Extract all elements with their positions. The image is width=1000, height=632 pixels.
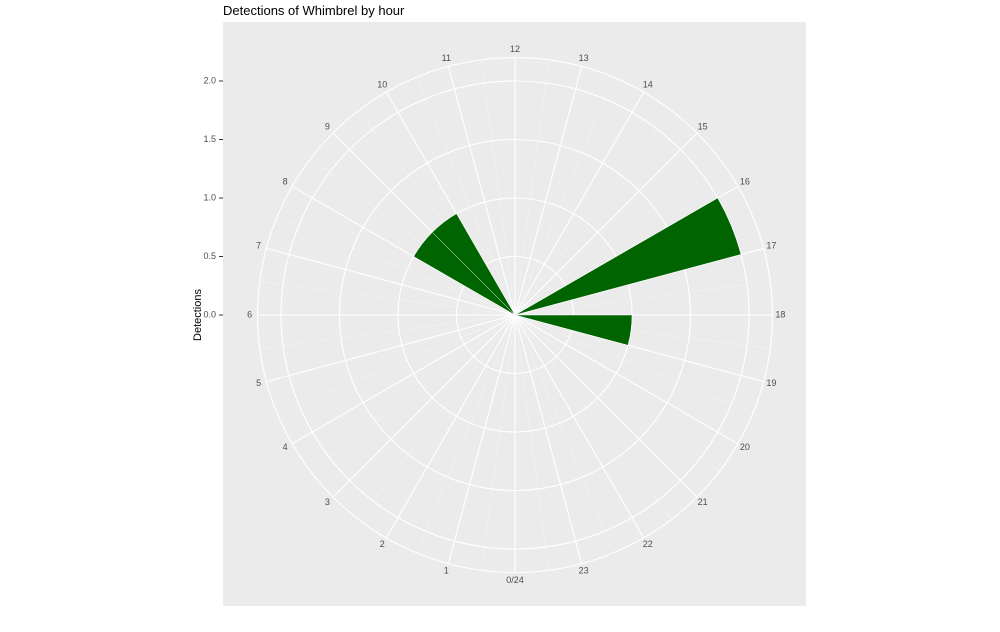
minor-grid-line [481,59,516,316]
grid-spoke [332,314,516,498]
x-tick-label: 19 [766,378,776,388]
x-tick-label: 4 [283,442,288,452]
minor-grid-line [514,281,771,316]
x-tick-label: 15 [698,122,708,132]
y-tick-label: 1.5 [203,134,216,144]
minor-grid-line [259,314,516,349]
grid-spoke [291,314,516,445]
x-tick-label: 21 [698,497,708,507]
grid-spoke [447,66,516,316]
y-tick-label: 0.5 [203,251,216,261]
x-tick-label: 22 [643,539,653,549]
minor-grid-line [514,314,753,414]
grid-spoke [514,66,583,316]
grid-spoke [514,91,645,316]
x-tick-label: 17 [766,241,776,251]
grid-spoke [514,314,698,498]
bar [514,197,742,316]
y-tick-label: 2.0 [203,75,216,85]
x-tick-label: 14 [643,80,653,90]
minor-grid-line [514,314,720,472]
x-tick-label: 1 [444,566,449,576]
grid-spoke [514,314,645,539]
grid-spoke [447,314,516,564]
minor-grid-line [259,281,516,316]
y-tick-label: 0.0 [203,309,216,319]
x-tick-label: 11 [442,53,451,63]
x-tick-label: 10 [377,80,387,90]
x-tick-label: 2 [380,539,385,549]
minor-grid-line [416,77,516,316]
minor-grid-line [514,59,549,316]
minor-grid-line [514,314,549,571]
grid-spoke [266,247,516,316]
x-tick-label: 12 [510,44,520,54]
grid-spoke [385,314,516,539]
grid-spoke [266,314,516,383]
minor-grid-line [310,314,516,472]
x-tick-label: 18 [775,309,785,319]
minor-grid-line [277,216,516,316]
y-tick-label: 1.0 [203,192,216,202]
grid-spoke [514,314,739,445]
x-tick-label: 3 [325,497,330,507]
minor-grid-line [416,314,516,553]
y-axis-title: Detections [192,289,204,341]
x-tick-label: 20 [740,442,750,452]
x-tick-label: 8 [283,177,288,187]
x-tick-label: 23 [579,566,589,576]
x-tick-label: 16 [740,177,750,187]
minor-grid-line [514,158,720,316]
minor-grid-line [514,77,614,316]
x-tick-label: 9 [325,122,330,132]
grid-spoke [514,314,583,564]
minor-grid-line [358,314,516,520]
grid-spoke [514,132,698,316]
minor-grid-line [514,110,672,316]
minor-grid-line [481,314,516,571]
x-tick-label: 13 [579,53,589,63]
bar [431,213,516,316]
x-tick-label: 5 [256,378,261,388]
x-tick-label: 6 [247,309,252,319]
minor-grid-line [277,314,516,414]
chart-title: Detections of Whimbrel by hour [223,3,405,18]
minor-grid-line [514,314,614,553]
bar [514,314,633,346]
x-tick-label: 0/24 [506,575,524,585]
x-tick-label: 7 [256,241,261,251]
minor-grid-line [514,314,672,520]
